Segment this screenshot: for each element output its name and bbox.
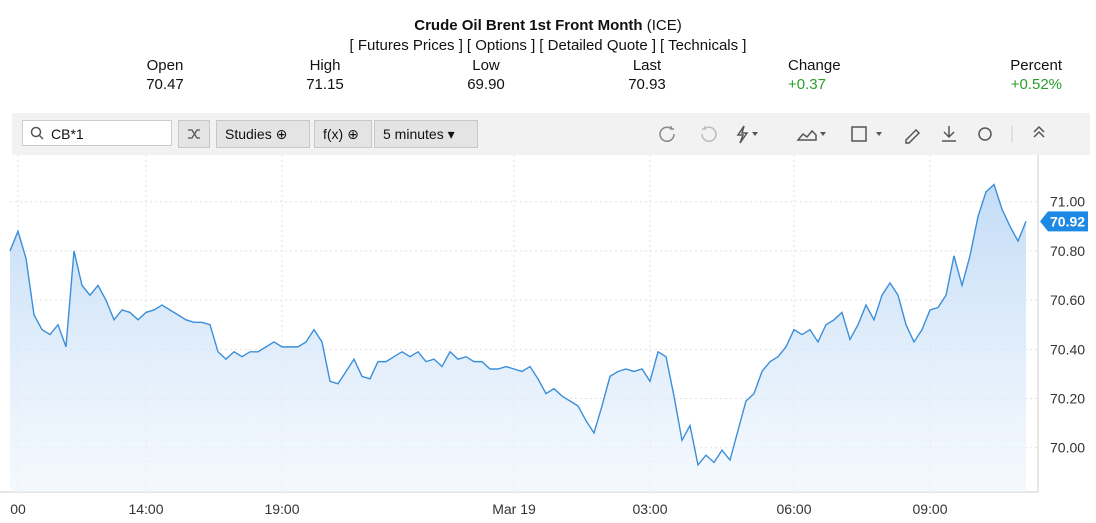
search-icon — [30, 126, 44, 140]
interval-label: 5 minutes — [383, 126, 444, 142]
stat-label: Open — [146, 57, 184, 74]
y-tick-label: 70.00 — [1050, 440, 1085, 456]
last-price-marker — [1040, 211, 1088, 232]
x-tick-label: 03:00 — [632, 501, 667, 517]
stat-label: Low — [472, 57, 500, 74]
x-tick-label: 06:00 — [776, 501, 811, 517]
quote-links: [ Futures Prices ][ Options ][ Detailed … — [0, 37, 1096, 54]
x-tick-label: 09:00 — [912, 501, 947, 517]
x-tick-label: 14:00 — [128, 501, 163, 517]
x-tick-label: Mar 19 — [492, 501, 536, 517]
quote-stat: High 71.15 — [305, 56, 345, 94]
quote-link[interactable]: [ Futures Prices ] — [349, 37, 463, 54]
interval-button[interactable]: 5 minutes ▾ — [374, 120, 478, 148]
x-tick-label: 00 — [10, 501, 26, 517]
compare-button[interactable] — [178, 120, 210, 148]
y-tick-label: 70.20 — [1050, 391, 1085, 407]
stat-label: High — [309, 57, 341, 74]
stat-label: Change — [788, 57, 841, 74]
function-label: f(x) — [323, 126, 344, 142]
quote-stat: Open 70.47 — [145, 56, 185, 94]
x-tick-label: 19:00 — [264, 501, 299, 517]
area — [10, 184, 1026, 492]
studies-label: Studies — [225, 126, 272, 142]
stat-label: Last — [632, 57, 662, 74]
function-button[interactable]: f(x) ⊕ — [314, 120, 372, 148]
symbol-search[interactable]: CB*1 — [22, 120, 172, 146]
y-tick-label: 70.80 — [1050, 243, 1085, 259]
stat-value: 69.90 — [467, 76, 505, 93]
price-line — [9, 183, 1027, 467]
y-tick-label: 71.00 — [1050, 194, 1085, 210]
quote-stat: Change +0.37 — [788, 56, 843, 94]
chart: 70.00 70.20 70.40 70.60 70.80 71.00 00 14:00 19:… — [0, 155, 1088, 517]
quote-link[interactable]: [ Options ] — [466, 37, 536, 54]
exchange: (ICE) — [646, 17, 682, 34]
studies-button[interactable]: Studies ⊕ — [216, 120, 310, 148]
stat-value: 70.93 — [628, 76, 666, 93]
stat-value: +0.52% — [1010, 76, 1062, 93]
toolbar-icons — [659, 125, 1045, 144]
quote-stat: Last 70.93 — [627, 56, 667, 94]
title: Crude Oil Brent 1st Front Month — [414, 17, 643, 34]
last-price-label: 70.92 — [1050, 213, 1085, 229]
y-tick-label: 70.40 — [1050, 341, 1085, 357]
stat-value: +0.37 — [788, 76, 826, 93]
quote-link[interactable]: [ Technicals ] — [660, 37, 747, 54]
quote-link[interactable]: [ Detailed Quote ] — [539, 37, 657, 54]
stat-value: 71.15 — [306, 76, 344, 93]
quote-title: Crude Oil Brent 1st Front Month (ICE) — [0, 17, 1096, 34]
stat-label: Percent — [1010, 57, 1062, 74]
shuffle-icon — [188, 129, 200, 139]
y-tick-label: 70.60 — [1050, 292, 1085, 308]
toolbar: CB*1 Studies ⊕ f(x) ⊕ 5 minutes ▾ — [12, 113, 1090, 155]
quote-stat: Low 69.90 — [466, 56, 506, 94]
stat-value: 70.47 — [146, 76, 184, 93]
quote-stat: Percent +0.52% — [1000, 56, 1062, 94]
